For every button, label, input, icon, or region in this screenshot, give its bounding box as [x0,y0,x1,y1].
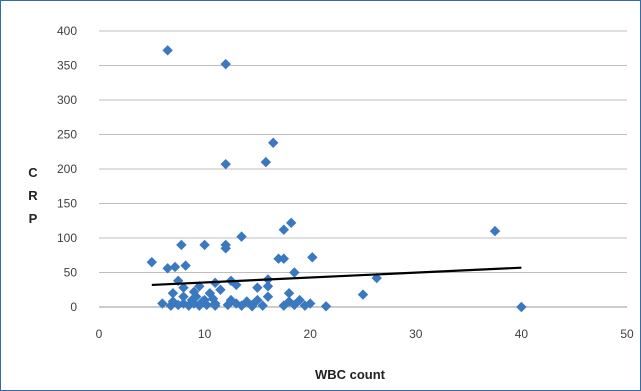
gridlines [99,30,627,308]
y-axis-title-letter: R [28,188,38,203]
data-point [215,284,226,295]
data-point [220,158,231,170]
data-point [294,294,305,306]
data-point [157,298,168,309]
data-point [162,263,173,274]
y-tick-label: 350 [57,59,77,73]
data-point [209,300,221,311]
data-point [252,282,263,293]
trendline [151,266,522,287]
data-point [167,288,179,299]
data-point [516,301,527,313]
data-point [320,301,332,312]
y-tick-label: 150 [57,197,77,211]
y-tick-label: 200 [57,162,77,176]
data-point [199,239,210,251]
y-tick-label: 50 [64,266,78,280]
y-tick-label: 100 [57,231,77,245]
x-tick-label: 0 [96,327,103,341]
data-point [236,231,247,242]
data-point [285,217,297,229]
data-point [278,224,289,235]
data-point [262,281,274,292]
data-point [178,291,189,302]
x-tick-label: 30 [409,327,423,341]
y-tick-label: 300 [57,93,77,107]
data-point [273,253,284,264]
data-point [188,286,200,298]
data-point [180,260,191,271]
y-tick-label: 400 [57,24,77,38]
x-tick-label: 20 [304,327,318,341]
x-tick-label: 50 [620,327,634,341]
y-axis-title-letter: P [29,211,38,226]
data-point [169,261,181,273]
data-point [489,225,501,237]
data-point [199,294,210,306]
data-point [178,282,189,293]
data-point [262,291,274,302]
data-point [231,298,242,309]
data-point [220,58,231,70]
y-tick-label: 0 [70,300,77,314]
y-axis-title: CRP [28,165,38,226]
data-point [257,300,268,311]
data-point [146,256,157,268]
data-point [307,252,318,263]
data-points [146,45,527,313]
data-point [289,267,300,278]
data-point [231,279,242,291]
data-point [305,298,316,309]
y-tick-label: 250 [57,128,77,142]
data-point [252,294,263,306]
data-point [207,293,219,304]
data-point [176,239,187,251]
x-axis-title: WBC count [315,367,386,382]
data-point [246,301,258,312]
data-point [268,137,279,148]
y-axis-title-letter: C [28,165,38,180]
x-tick-labels: 0 10 20 30 40 50 [96,327,634,341]
data-point [278,253,289,264]
y-tick-labels: 0 50 100 150 200 250 300 350 400 [57,24,77,314]
x-tick-label: 10 [198,327,212,341]
data-point [162,45,173,56]
data-point [283,288,295,299]
data-point [357,289,369,300]
data-point [220,243,231,254]
data-point [260,156,272,168]
x-tick-label: 40 [515,327,529,341]
